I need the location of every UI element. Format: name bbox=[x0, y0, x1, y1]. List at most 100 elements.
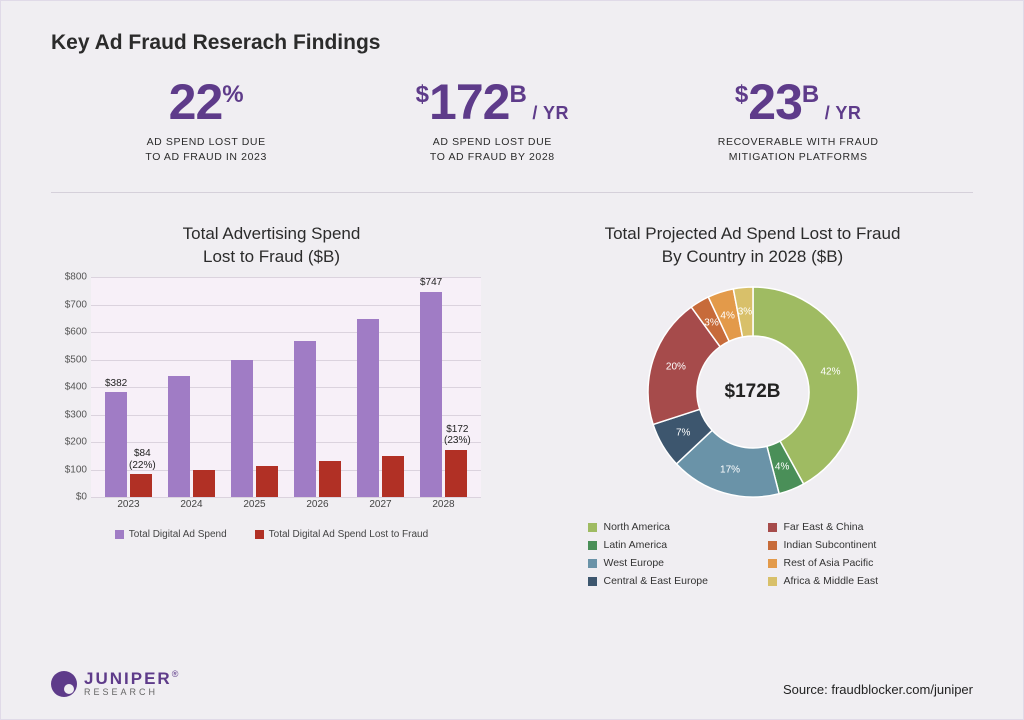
legend-label: West Europe bbox=[604, 557, 665, 569]
stat-block-1: 22% AD SPEND LOST DUE TO AD FRAUD IN 202… bbox=[145, 77, 267, 164]
footer: JUNIPER® RESEARCH Source: fraudblocker.c… bbox=[51, 670, 973, 697]
ytick-label: $700 bbox=[51, 299, 87, 310]
stat-yr: / YR bbox=[527, 103, 569, 123]
xtick-label: 2028 bbox=[420, 499, 467, 517]
bar-legend: Total Digital Ad Spend Total Digital Ad … bbox=[51, 529, 492, 540]
bar-value-label: $382 bbox=[105, 378, 127, 390]
stats-row: 22% AD SPEND LOST DUE TO AD FRAUD IN 202… bbox=[51, 77, 973, 193]
logo-sub: RESEARCH bbox=[84, 688, 178, 697]
legend-label: Latin America bbox=[604, 539, 668, 551]
bar-chart-column: Total Advertising Spend Lost to Fraud ($… bbox=[51, 223, 492, 587]
stat-number: 23 bbox=[748, 74, 802, 130]
bar-fraud-spend bbox=[193, 470, 215, 498]
legend-label: Far East & China bbox=[784, 521, 864, 533]
bar-fraud-spend bbox=[130, 474, 152, 497]
source-text: Source: fraudblocker.com/juniper bbox=[783, 682, 973, 697]
bar-group: $747$172(23%) bbox=[420, 292, 467, 497]
xtick-label: 2023 bbox=[105, 499, 152, 517]
legend-swatch bbox=[588, 559, 597, 568]
donut-legend: North America Far East & China Latin Ameri… bbox=[588, 521, 918, 587]
legend-item: Central & East Europe bbox=[588, 575, 738, 587]
stat-yr: / YR bbox=[819, 103, 861, 123]
ytick-label: $0 bbox=[51, 492, 87, 503]
bar-chart-title: Total Advertising Spend Lost to Fraud ($… bbox=[51, 223, 492, 269]
bar-total-spend bbox=[168, 376, 190, 497]
stat-number: 22 bbox=[169, 74, 223, 130]
legend-swatch bbox=[768, 577, 777, 586]
xtick-label: 2024 bbox=[168, 499, 215, 517]
legend-swatch bbox=[255, 530, 264, 539]
bar-bars: $382$84(22%)$747$172(23%) bbox=[91, 277, 481, 497]
legend-item: Africa & Middle East bbox=[768, 575, 918, 587]
legend-item: Total Digital Ad Spend Lost to Fraud bbox=[255, 529, 429, 540]
legend-swatch bbox=[588, 577, 597, 586]
stat-suffix: B bbox=[802, 81, 819, 108]
donut-chart-column: Total Projected Ad Spend Lost to Fraud B… bbox=[532, 223, 973, 587]
bar-total-spend bbox=[231, 360, 253, 498]
donut-slice-label: 42% bbox=[820, 367, 840, 378]
legend-label: North America bbox=[604, 521, 671, 533]
stat-block-2: $172B / YR AD SPEND LOST DUE TO AD FRAUD… bbox=[416, 77, 569, 164]
stat-prefix: $ bbox=[735, 81, 748, 108]
charts-row: Total Advertising Spend Lost to Fraud ($… bbox=[51, 223, 973, 587]
legend-label: Total Digital Ad Spend Lost to Fraud bbox=[269, 529, 429, 540]
ytick-label: $400 bbox=[51, 382, 87, 393]
bar-total-spend bbox=[105, 392, 127, 497]
logo-main: JUNIPER bbox=[84, 669, 172, 688]
stat-caption: RECOVERABLE WITH FRAUD MITIGATION PLATFO… bbox=[718, 135, 879, 164]
legend-item: North America bbox=[588, 521, 738, 533]
legend-item: West Europe bbox=[588, 557, 738, 569]
logo: JUNIPER® RESEARCH bbox=[51, 670, 178, 697]
ytick-label: $600 bbox=[51, 327, 87, 338]
legend-item: Indian Subcontinent bbox=[768, 539, 918, 551]
donut-slice-label: 3% bbox=[704, 317, 718, 328]
logo-text: JUNIPER® RESEARCH bbox=[84, 670, 178, 697]
legend-swatch bbox=[768, 541, 777, 550]
bar-chart: $0$100$200$300$400$500$600$700$800 $382$… bbox=[51, 277, 481, 517]
bar-group: $382$84(22%) bbox=[105, 392, 152, 497]
bar-total-spend bbox=[357, 319, 379, 498]
legend-swatch bbox=[768, 559, 777, 568]
legend-swatch bbox=[768, 523, 777, 532]
bar-value-label: $84(22%) bbox=[129, 448, 156, 471]
xtick-label: 2026 bbox=[294, 499, 341, 517]
donut-chart: $172B 42%4%17%7%20%3%4%3% bbox=[638, 277, 868, 507]
donut-chart-title: Total Projected Ad Spend Lost to Fraud B… bbox=[532, 223, 973, 269]
bar-group bbox=[294, 341, 341, 498]
ytick-label: $200 bbox=[51, 437, 87, 448]
legend-label: Central & East Europe bbox=[604, 575, 708, 587]
bar-fraud-spend bbox=[445, 450, 467, 497]
legend-swatch bbox=[588, 523, 597, 532]
legend-label: Rest of Asia Pacific bbox=[784, 557, 874, 569]
stat-suffix: % bbox=[222, 81, 243, 108]
donut-slice-label: 17% bbox=[720, 464, 740, 475]
stat-block-3: $23B / YR RECOVERABLE WITH FRAUD MITIGAT… bbox=[718, 77, 879, 164]
bar-fraud-spend bbox=[382, 456, 404, 497]
stat-value: $172B / YR bbox=[416, 77, 569, 127]
legend-label: Total Digital Ad Spend bbox=[129, 529, 227, 540]
bar-total-spend bbox=[294, 341, 316, 498]
donut-slice-label: 20% bbox=[666, 362, 686, 373]
stat-prefix: $ bbox=[416, 81, 429, 108]
legend-label: Indian Subcontinent bbox=[784, 539, 877, 551]
xtick-label: 2027 bbox=[357, 499, 404, 517]
donut-slice-label: 7% bbox=[676, 428, 690, 439]
xtick-label: 2025 bbox=[231, 499, 278, 517]
bar-group bbox=[231, 360, 278, 498]
bar-fraud-spend bbox=[319, 461, 341, 497]
legend-label: Africa & Middle East bbox=[784, 575, 879, 587]
ytick-label: $800 bbox=[51, 272, 87, 283]
donut-slice-label: 3% bbox=[738, 307, 752, 318]
logo-reg: ® bbox=[172, 669, 179, 679]
donut-slice-label: 4% bbox=[720, 310, 734, 321]
ytick-label: $500 bbox=[51, 354, 87, 365]
donut-slice-label: 4% bbox=[775, 462, 789, 473]
stat-value: 22% bbox=[145, 77, 267, 127]
bar-total-spend bbox=[420, 292, 442, 497]
legend-item: Rest of Asia Pacific bbox=[768, 557, 918, 569]
legend-item: Total Digital Ad Spend bbox=[115, 529, 227, 540]
ytick-label: $300 bbox=[51, 409, 87, 420]
bar-value-label: $172(23%) bbox=[444, 424, 471, 447]
bar-xticks: 2023 2024 2025 2026 2027 2028 bbox=[91, 499, 481, 517]
logo-mark-icon bbox=[51, 671, 77, 697]
